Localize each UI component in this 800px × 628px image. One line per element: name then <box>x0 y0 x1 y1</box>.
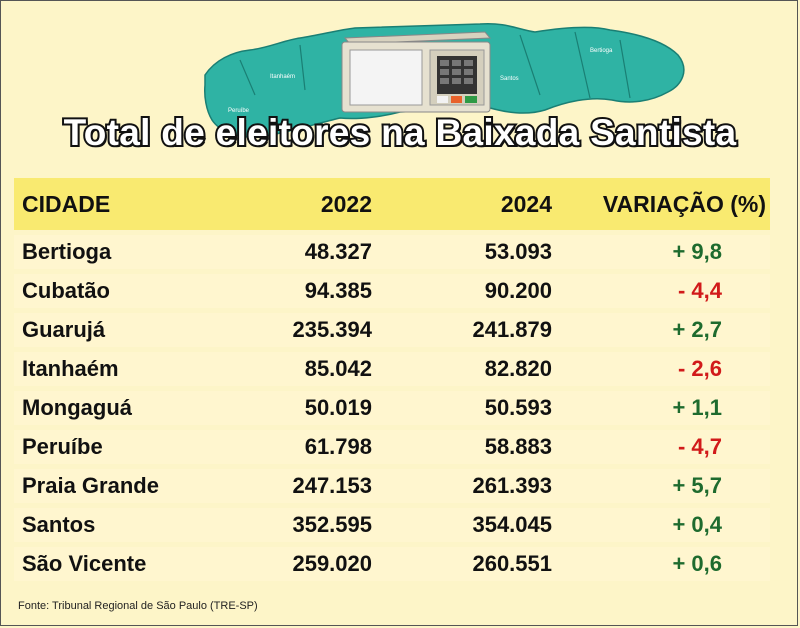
map-label-santos: Santos <box>500 76 519 82</box>
value-2024: 241.879 <box>472 317 552 342</box>
table-row: Itanhaém 85.042 82.820 - 2,6 <box>14 352 770 386</box>
table-row: Praia Grande 247.153 261.393 + 5,7 <box>14 469 770 503</box>
value-2022: 94.385 <box>304 278 372 303</box>
variation-cell: - 2,6 <box>677 356 722 381</box>
header-variation: VARIAÇÃO (%) <box>602 190 766 217</box>
value-2022: 259.020 <box>292 551 372 576</box>
city-cell: Peruíbe <box>22 434 103 459</box>
map-label-itanhaem: Itanhaém <box>270 74 295 80</box>
header-illustration: Bertioga Santos Peruíbe Itanhaém <box>204 22 685 138</box>
variation-cell: + 9,8 <box>672 239 722 264</box>
value-2022: 48.327 <box>304 239 372 264</box>
value-2022: 61.798 <box>304 434 372 459</box>
header-2022: 2022 <box>320 190 372 217</box>
variation-cell: + 2,7 <box>672 317 722 342</box>
variation-cell: + 1,1 <box>672 395 722 420</box>
value-2022: 247.153 <box>292 473 372 498</box>
value-2024: 90.200 <box>484 278 552 303</box>
value-2022: 50.019 <box>304 395 372 420</box>
table-row: Mongaguá 50.019 50.593 + 1,1 <box>14 391 770 425</box>
value-2022: 352.595 <box>292 512 372 537</box>
variation-cell: + 0,4 <box>672 512 722 537</box>
value-2024: 53.093 <box>484 239 552 264</box>
city-cell: Itanhaém <box>22 356 119 381</box>
map-label-bertioga: Bertioga <box>590 48 613 54</box>
value-2024: 354.045 <box>472 512 552 537</box>
city-cell: Guarujá <box>22 317 106 342</box>
variation-cell: + 5,7 <box>672 473 722 498</box>
voters-table: CIDADE 2022 2024 VARIAÇÃO (%) Bertioga 4… <box>14 178 770 581</box>
source-note: Fonte: Tribunal Regional de São Paulo (T… <box>18 600 258 612</box>
variation-cell: + 0,6 <box>672 551 722 576</box>
value-2024: 82.820 <box>484 356 552 381</box>
value-2022: 235.394 <box>292 317 372 342</box>
table-row: Santos 352.595 354.045 + 0,4 <box>14 508 770 542</box>
value-2024: 58.883 <box>484 434 552 459</box>
value-2024: 50.593 <box>484 395 552 420</box>
table-row: Peruíbe 61.798 58.883 - 4,7 <box>14 430 770 464</box>
variation-cell: - 4,7 <box>677 434 722 459</box>
value-2024: 260.551 <box>472 551 552 576</box>
city-cell: São Vicente <box>22 551 147 576</box>
table-row: São Vicente 259.020 260.551 + 0,6 <box>14 547 770 581</box>
map-label-peruibe: Peruíbe <box>228 108 250 114</box>
header-city: CIDADE <box>22 190 111 217</box>
city-cell: Mongaguá <box>22 395 132 420</box>
table-header: CIDADE 2022 2024 VARIAÇÃO (%) <box>14 178 770 230</box>
table-row: Guarujá 235.394 241.879 + 2,7 <box>14 313 770 347</box>
value-2022: 85.042 <box>304 356 372 381</box>
city-cell: Praia Grande <box>22 473 159 498</box>
city-cell: Bertioga <box>22 239 112 264</box>
table-row: Bertioga 48.327 53.093 + 9,8 <box>14 235 770 269</box>
variation-cell: - 4,4 <box>677 278 722 303</box>
value-2024: 261.393 <box>472 473 552 498</box>
header-2024: 2024 <box>500 190 552 217</box>
city-cell: Cubatão <box>22 278 110 303</box>
page-title: Total de eleitores na Baixada Santista <box>62 110 739 155</box>
table-row: Cubatão 94.385 90.200 - 4,4 <box>14 274 770 308</box>
voting-machine-icon <box>341 31 492 113</box>
city-cell: Santos <box>22 512 96 537</box>
